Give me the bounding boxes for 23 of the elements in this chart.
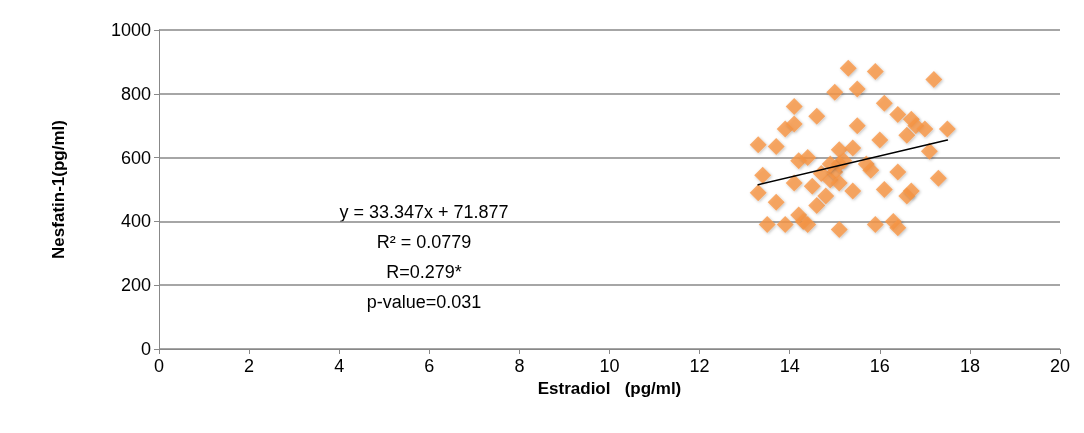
- x-tick-label: 12: [689, 356, 710, 376]
- x-tick-label: 14: [779, 356, 800, 376]
- x-tick-label: 0: [153, 356, 165, 376]
- y-tick-label: 200: [120, 275, 151, 296]
- x-tick-label: 18: [959, 356, 980, 376]
- y-tick-label: 400: [120, 211, 151, 232]
- y-tick-label: 600: [120, 147, 151, 168]
- annotation: y = 33.347x + 71.877: [339, 202, 509, 222]
- x-tick-label: 6: [424, 356, 435, 376]
- y-axis-title: Nesfatin-1(pg/ml): [49, 120, 68, 259]
- annotation: R=0.279*: [386, 262, 462, 282]
- y-tick-label: 1000: [110, 20, 151, 40]
- x-tick-label: 4: [334, 356, 345, 376]
- x-axis-title: Estradiol (pg/ml): [537, 378, 682, 398]
- x-tick-label: 8: [514, 356, 525, 376]
- annotation: p-value=0.031: [366, 292, 482, 312]
- x-tick-label: 20: [1049, 356, 1071, 376]
- y-tick-label: 0: [140, 339, 151, 359]
- x-tick-label: 2: [244, 356, 255, 376]
- x-tick-label: 10: [599, 356, 620, 376]
- y-tick-label: 800: [120, 83, 151, 104]
- annotation: R² = 0.0779: [376, 232, 472, 252]
- x-tick-label: 16: [869, 356, 890, 376]
